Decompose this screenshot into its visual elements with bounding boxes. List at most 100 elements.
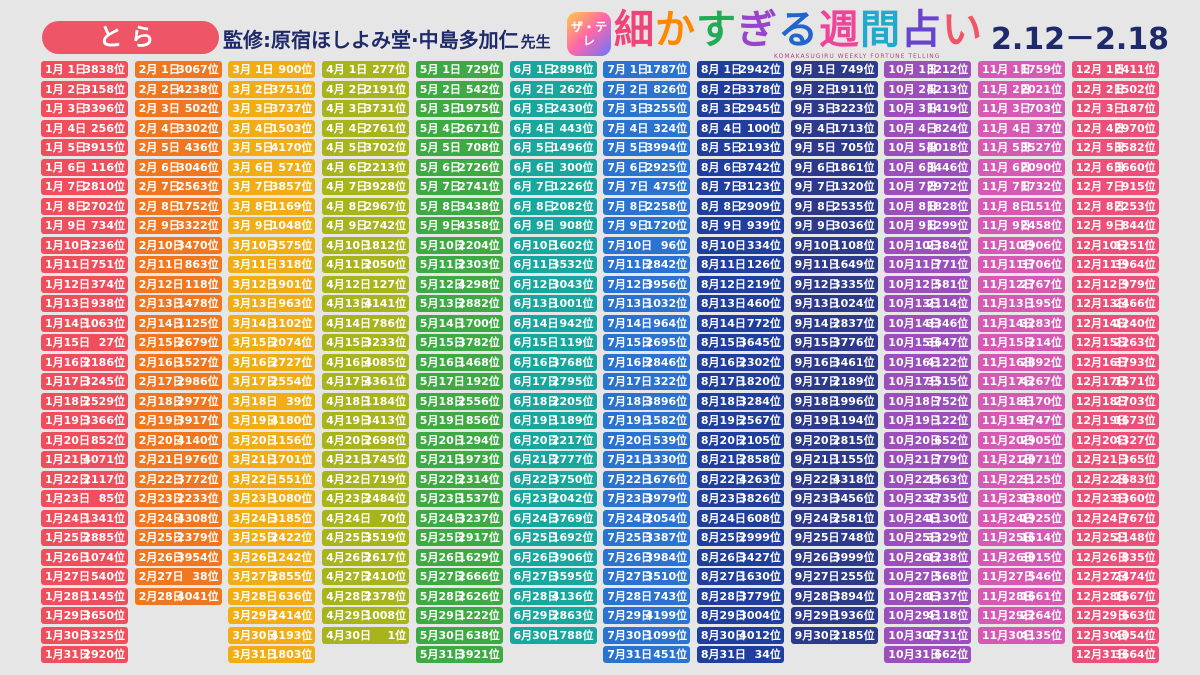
- date-rank-cell: 7月 8日 2258位: [603, 197, 691, 215]
- rank-value: 2484位: [364, 492, 407, 505]
- date-rank-cell: 4月24日 70位: [322, 509, 410, 527]
- rank-value: 2567位: [739, 414, 781, 427]
- date-rank-cell: 1月 3日 3396位: [41, 100, 128, 117]
- rank-value: 2556位: [458, 394, 500, 408]
- date-label: 1月 5日: [45, 141, 87, 154]
- date-rank-cell: 11月13日 195位: [978, 295, 1065, 312]
- date-label: 12月28日: [1075, 589, 1129, 603]
- rank-value: 3346位: [926, 316, 969, 330]
- date-rank-cell: 9月15日 3776位: [790, 334, 878, 351]
- date-rank-cell: 4月 1日 277位: [322, 61, 410, 78]
- rank-value: 3979位: [645, 492, 688, 505]
- date-rank-cell: 2月25日 2379位: [134, 529, 222, 546]
- date-label: 6月16日: [513, 355, 559, 369]
- rank-value: 2105位: [739, 433, 781, 447]
- date-rank-cell: 5月17日 192位: [415, 373, 503, 390]
- date-label: 7月24日: [607, 511, 653, 525]
- date-label: 10月27日: [888, 570, 941, 583]
- date-rank-cell: 10月 4日 824位: [884, 119, 972, 137]
- date-rank-cell: 7月19日 1582位: [603, 412, 691, 429]
- date-rank-cell: 8月15日 3645位: [696, 334, 784, 351]
- rank-value: 703位: [1028, 102, 1062, 115]
- rank-value: 4267位: [1020, 375, 1062, 388]
- date-rank-cell: 12月17日 1571位: [1071, 373, 1159, 390]
- date-label: 5月18日: [419, 394, 465, 408]
- date-rank-cell: 12月 2日 1502位: [1071, 80, 1159, 98]
- rank-value: 2898位: [551, 63, 594, 76]
- date-rank-cell: 12月25日 2148位: [1071, 529, 1159, 546]
- date-label: 3月29日: [232, 609, 278, 622]
- date-label: 7月 7日: [607, 180, 649, 193]
- date-rank-cell: 10月28日 1337位: [884, 587, 972, 605]
- rank-value: 2474位: [1114, 570, 1156, 583]
- rank-value: 4012位: [739, 628, 781, 642]
- rank-value: 2842位: [645, 258, 688, 271]
- rank-value: 1673位: [1114, 414, 1156, 427]
- date-rank-cell: 7月31日 451位: [603, 646, 691, 663]
- date-label: 1月31日: [45, 648, 90, 661]
- date-label: 1月28日: [45, 589, 90, 603]
- date-rank-cell: 10月 5日 4018位: [884, 139, 972, 156]
- rank-value: 34位: [754, 648, 781, 661]
- rank-value: 636位: [278, 589, 313, 603]
- date-label: 10月 7日: [888, 180, 938, 193]
- rank-value: 1496位: [551, 141, 594, 154]
- date-label: 12月20日: [1075, 433, 1129, 447]
- rank-value: 2972位: [926, 180, 969, 193]
- date-rank-cell: 11月24日 1925位: [978, 509, 1065, 527]
- date-label: 8月22日: [700, 472, 746, 486]
- date-label: 4月 5日: [326, 141, 368, 154]
- rank-value: 3747位: [1020, 414, 1062, 427]
- date-rank-cell: 5月27日 2666位: [415, 568, 503, 585]
- rank-value: 663位: [1121, 609, 1156, 622]
- rank-value: 1901位: [270, 277, 313, 291]
- rank-value: 2458位: [1020, 219, 1062, 232]
- date-label: 8月17日: [700, 375, 746, 388]
- rank-value: 1692位: [551, 531, 594, 544]
- date-rank-cell: 7月11日 2842位: [603, 256, 691, 273]
- date-rank-cell: 4月16日 4085位: [322, 353, 410, 371]
- date-rank-cell: 11月 5日 3527位: [978, 139, 1065, 156]
- date-label: 11月20日: [982, 433, 1035, 447]
- date-label: 5月16日: [419, 355, 465, 369]
- date-label: 2月17日: [138, 375, 184, 388]
- rank-value: 3223位: [832, 102, 875, 115]
- date-label: 9月15日: [794, 336, 840, 349]
- date-rank-cell: 6月25日 1692位: [509, 529, 597, 546]
- date-rank-cell: 8月 5日 2193位: [696, 139, 784, 156]
- date-rank-cell: 5月 8日 3438位: [415, 197, 503, 215]
- date-label: 2月 4日: [138, 121, 180, 135]
- date-label: 6月 7日: [513, 180, 555, 193]
- date-rank-cell: 5月16日 1468位: [415, 353, 503, 371]
- rank-value: 4193位: [270, 628, 313, 642]
- date-label: 9月13日: [794, 297, 840, 310]
- date-label: 7月17日: [607, 375, 653, 388]
- date-label: 4月19日: [326, 414, 372, 427]
- date-label: 3月 9日: [232, 219, 274, 232]
- date-rank-cell: 9月20日 2815位: [790, 431, 878, 449]
- rank-value: 1330位: [645, 453, 688, 466]
- rank-value: 1468位: [458, 355, 500, 369]
- rank-value: 2430位: [551, 102, 594, 115]
- rank-value: 4213位: [926, 82, 969, 96]
- rank-value: 662位: [934, 648, 969, 661]
- rank-value: 2410位: [364, 570, 407, 583]
- date-label: 5月 3日: [419, 102, 461, 115]
- date-label: 4月 7日: [326, 180, 368, 193]
- date-rank-cell: 11月21日 2071位: [978, 451, 1065, 468]
- date-rank-cell: 3月24日 3185位: [228, 509, 316, 527]
- date-label: 9月 9日: [794, 219, 836, 232]
- date-rank-cell: 11月 9日 2458位: [978, 217, 1065, 234]
- rank-value: 1925位: [1020, 511, 1062, 525]
- rank-value: 1074位: [83, 550, 125, 564]
- date-label: 3月24日: [232, 511, 278, 525]
- date-label: 10月31日: [888, 648, 941, 661]
- rank-value: 1008位: [364, 609, 407, 622]
- rank-value: 2213位: [364, 160, 407, 174]
- date-rank-cell: 10月20日 652位: [884, 431, 972, 449]
- rank-value: 3894位: [832, 589, 875, 603]
- date-label: 9月27日: [794, 570, 840, 583]
- rank-value: 1125位: [177, 316, 219, 330]
- rank-value: 126位: [746, 258, 781, 271]
- date-rank-cell: 9月 8日 2535位: [790, 197, 878, 215]
